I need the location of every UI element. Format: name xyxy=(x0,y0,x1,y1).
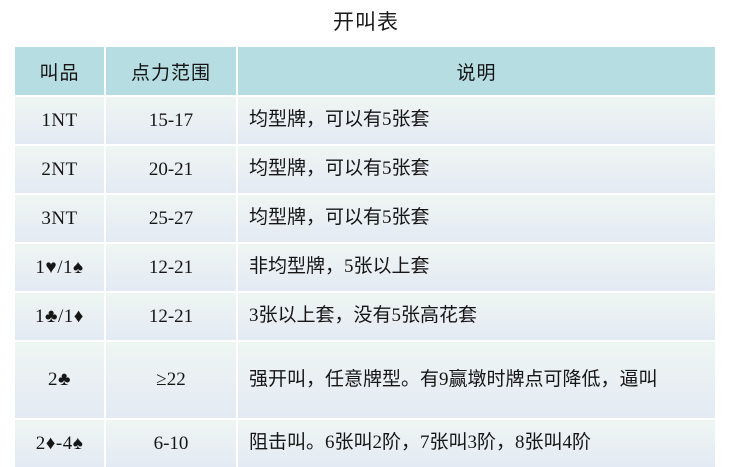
table-header: 叫品 点力范围 说明 xyxy=(15,47,715,97)
cell-points: ≥22 xyxy=(105,341,238,420)
cell-points: 15-17 xyxy=(105,96,238,146)
cell-bid: 2NT xyxy=(15,145,106,195)
cell-bid: 3NT xyxy=(15,194,106,244)
table-body: 1NT 15-17 均型牌，可以有5张套 2NT 20-21 均型牌，可以有5张… xyxy=(15,96,715,467)
table-row: 1NT 15-17 均型牌，可以有5张套 xyxy=(15,96,715,146)
column-header-bid: 叫品 xyxy=(15,47,106,97)
table-row: 3NT 25-27 均型牌，可以有5张套 xyxy=(15,194,715,244)
cell-bid: 1♥/1♠ xyxy=(15,243,106,293)
page-title: 开叫表 xyxy=(333,10,399,34)
table-row: 1♥/1♠ 12-21 非均型牌，5张以上套 xyxy=(15,243,715,293)
cell-description: 非均型牌，5张以上套 xyxy=(237,243,715,293)
cell-description: 均型牌，可以有5张套 xyxy=(237,145,715,195)
cell-points: 20-21 xyxy=(105,145,238,195)
column-header-points: 点力范围 xyxy=(105,47,238,97)
cell-description: 阻击叫。6张叫2阶，7张叫3阶，8张叫4阶 xyxy=(237,419,715,467)
header-row: 叫品 点力范围 说明 xyxy=(15,47,715,97)
cell-points: 25-27 xyxy=(105,194,238,244)
cell-bid: 2♣ xyxy=(15,341,106,420)
column-header-description: 说明 xyxy=(237,47,715,97)
cell-bid: 1NT xyxy=(15,96,106,146)
cell-bid: 2♦-4♠ xyxy=(15,419,106,467)
cell-description: 强开叫，任意牌型。有9赢墩时牌点可降低，逼叫 xyxy=(237,341,715,420)
table-row: 1♣/1♦ 12-21 3张以上套，没有5张高花套 xyxy=(15,292,715,342)
table-row: 2♣ ≥22 强开叫，任意牌型。有9赢墩时牌点可降低，逼叫 xyxy=(15,341,715,420)
cell-description: 均型牌，可以有5张套 xyxy=(237,96,715,146)
cell-points: 6-10 xyxy=(105,419,238,467)
cell-points: 12-21 xyxy=(105,243,238,293)
table-row: 2♦-4♠ 6-10 阻击叫。6张叫2阶，7张叫3阶，8张叫4阶 xyxy=(15,419,715,467)
cell-points: 12-21 xyxy=(105,292,238,342)
cell-description: 均型牌，可以有5张套 xyxy=(237,194,715,244)
cell-description: 3张以上套，没有5张高花套 xyxy=(237,292,715,342)
opening-bid-table: 叫品 点力范围 说明 1NT 15-17 均型牌，可以有5张套 2NT 20-2… xyxy=(15,47,715,467)
table-row: 2NT 20-21 均型牌，可以有5张套 xyxy=(15,145,715,195)
cell-bid: 1♣/1♦ xyxy=(15,292,106,342)
